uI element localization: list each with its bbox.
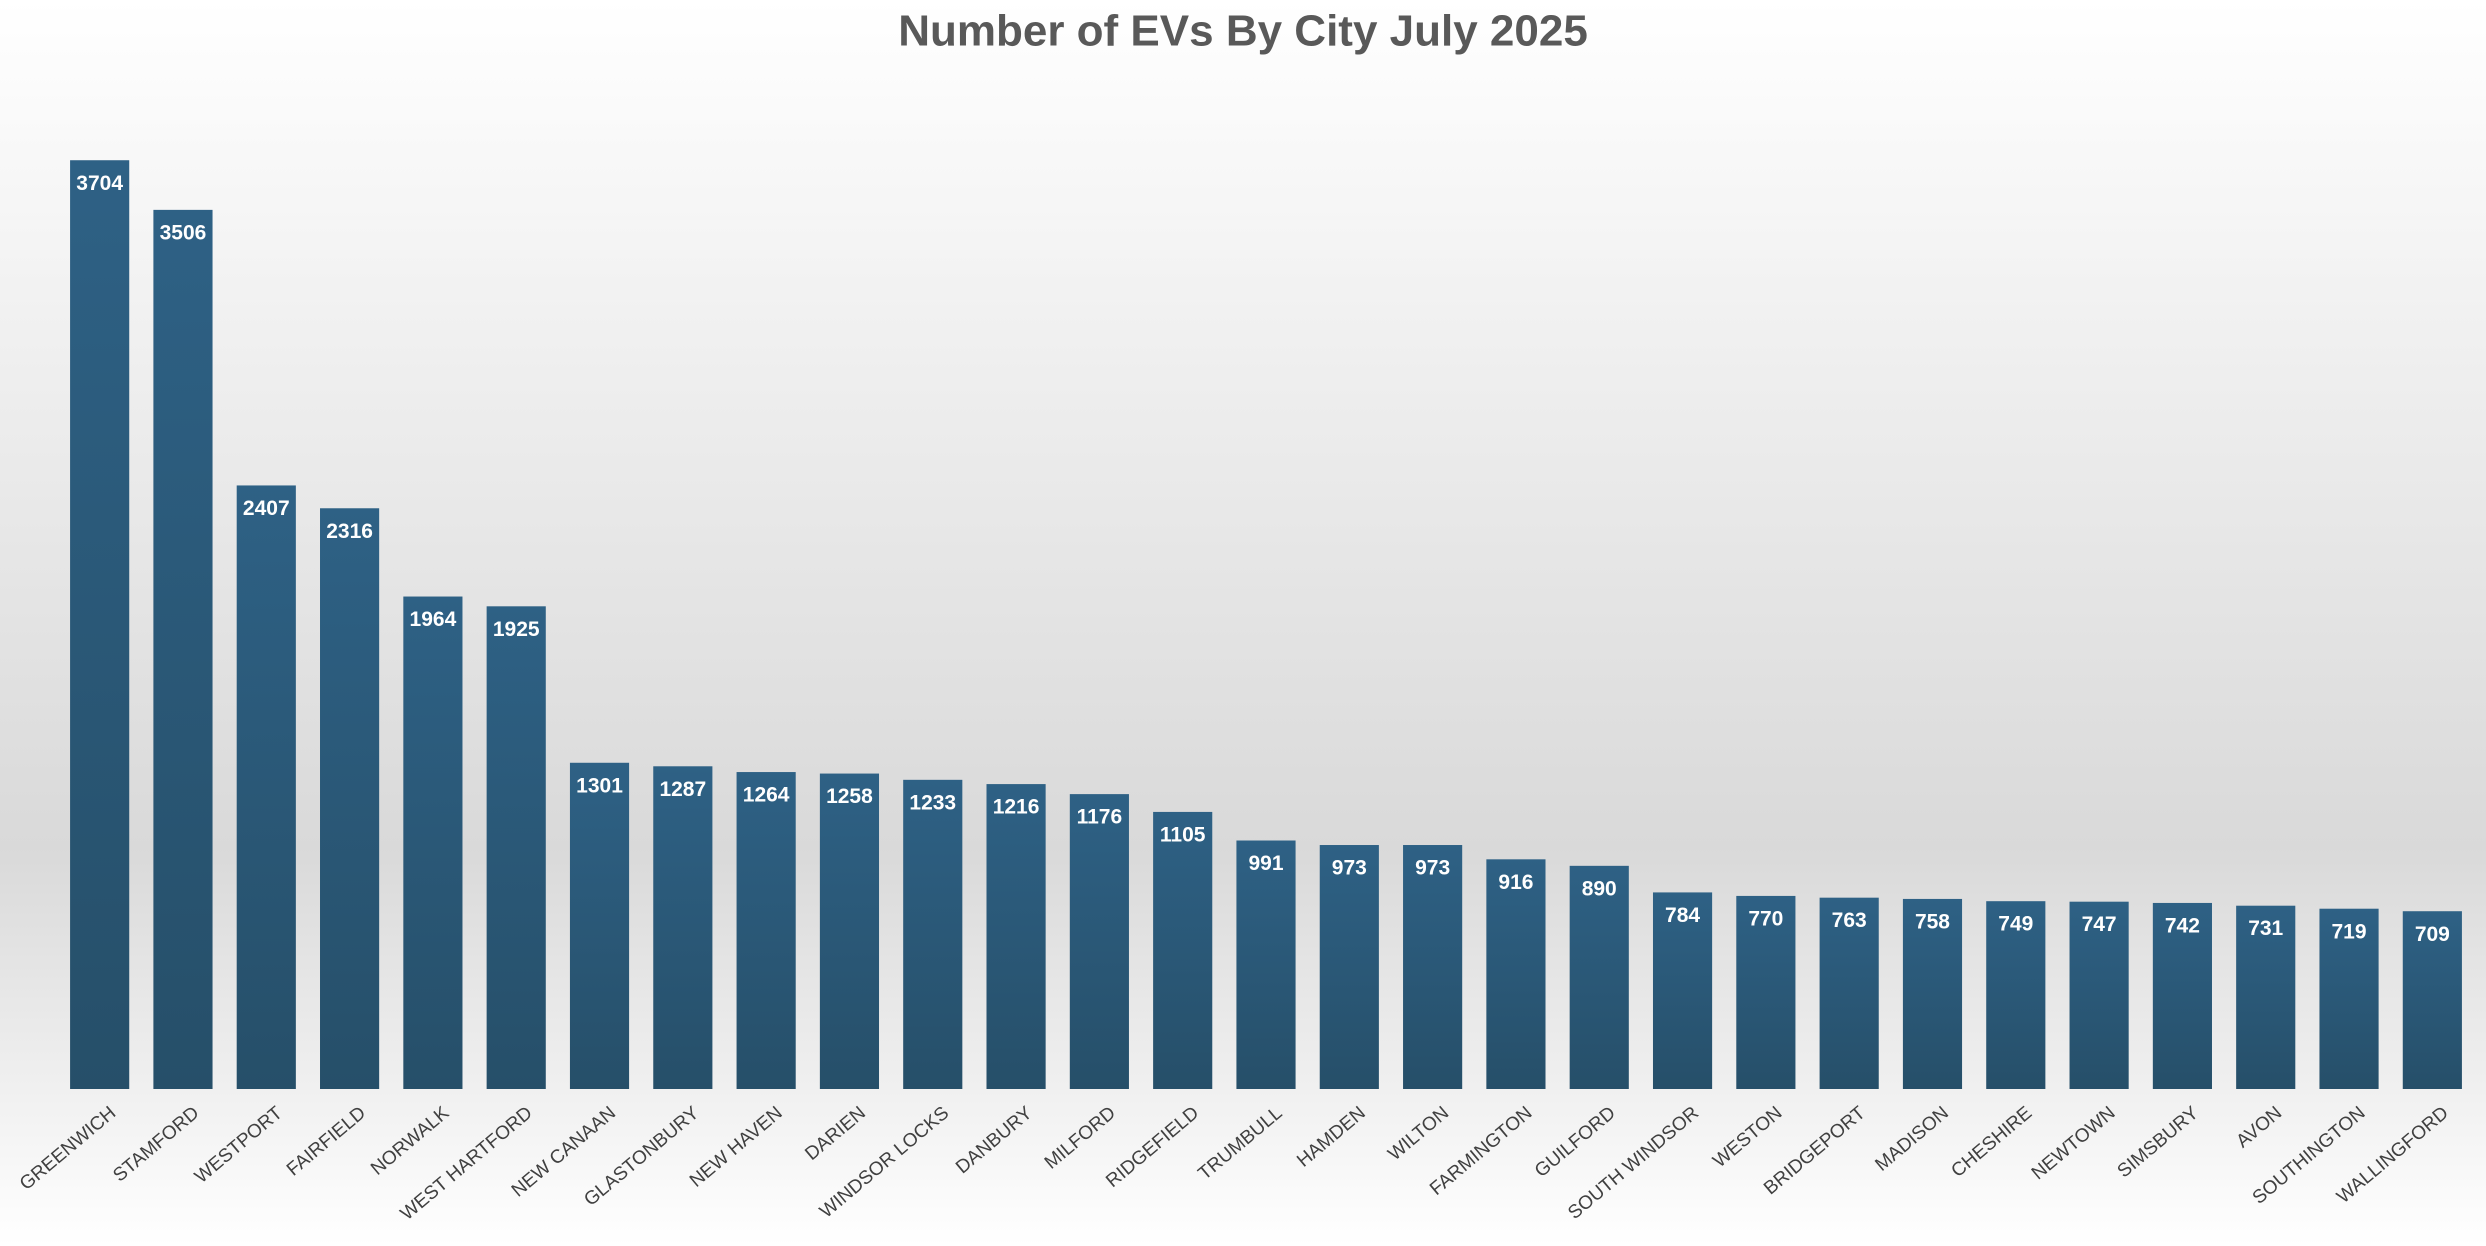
value-label: 1925 (493, 618, 540, 641)
bar (320, 508, 380, 1089)
value-label: 719 (2332, 920, 2367, 943)
bar (819, 773, 880, 1089)
bar (2236, 905, 2296, 1089)
value-label: 973 (1415, 857, 1450, 880)
bar (236, 485, 296, 1089)
bar (653, 766, 713, 1089)
bar (986, 784, 1046, 1089)
value-label: 709 (2415, 923, 2450, 946)
value-label: 770 (1748, 907, 1783, 930)
value-label: 890 (1582, 877, 1617, 900)
bar (1736, 895, 1796, 1089)
value-label: 1233 (909, 791, 956, 814)
value-label: 1264 (743, 784, 790, 807)
value-label: 2407 (243, 497, 290, 520)
bar (2402, 911, 2462, 1089)
bar (569, 762, 630, 1089)
value-label: 763 (1832, 909, 1867, 932)
bar (903, 779, 963, 1089)
value-label: 1287 (659, 778, 706, 801)
value-label: 731 (2248, 917, 2283, 940)
bar (2319, 908, 2379, 1089)
bar (1403, 845, 1463, 1089)
bar (1069, 794, 1129, 1089)
bar (403, 596, 463, 1089)
bar (1569, 865, 1629, 1089)
value-label: 1301 (576, 774, 623, 797)
bar (1486, 859, 1546, 1089)
bar (1902, 898, 1963, 1089)
value-label: 1216 (993, 796, 1040, 819)
value-label: 1258 (826, 785, 873, 808)
value-label: 1105 (1160, 823, 1206, 846)
value-label: 784 (1665, 904, 1700, 927)
bar (2069, 901, 2129, 1089)
value-label: 742 (2165, 914, 2200, 937)
bar (486, 606, 546, 1089)
bar (1986, 901, 2046, 1089)
bar (1652, 892, 1713, 1089)
value-label: 2316 (326, 520, 373, 543)
value-label: 749 (1998, 913, 2033, 936)
value-label: 3704 (76, 172, 123, 195)
bar (736, 772, 796, 1089)
value-label: 916 (1498, 871, 1533, 894)
bar (153, 209, 213, 1090)
value-label: 1176 (1077, 806, 1123, 829)
value-label: 3506 (160, 221, 207, 244)
chart-title: Number of EVs By City July 2025 (898, 7, 1588, 56)
bar (1819, 897, 1879, 1089)
bar (2152, 902, 2212, 1089)
bar (1236, 840, 1296, 1089)
value-label: 747 (2082, 913, 2117, 936)
value-label: 758 (1915, 910, 1950, 933)
bar (1153, 811, 1213, 1089)
value-label: 1964 (410, 608, 457, 631)
value-label: 973 (1332, 857, 1367, 880)
bar (70, 160, 130, 1090)
value-label: 991 (1248, 852, 1283, 875)
bar (1319, 845, 1379, 1089)
